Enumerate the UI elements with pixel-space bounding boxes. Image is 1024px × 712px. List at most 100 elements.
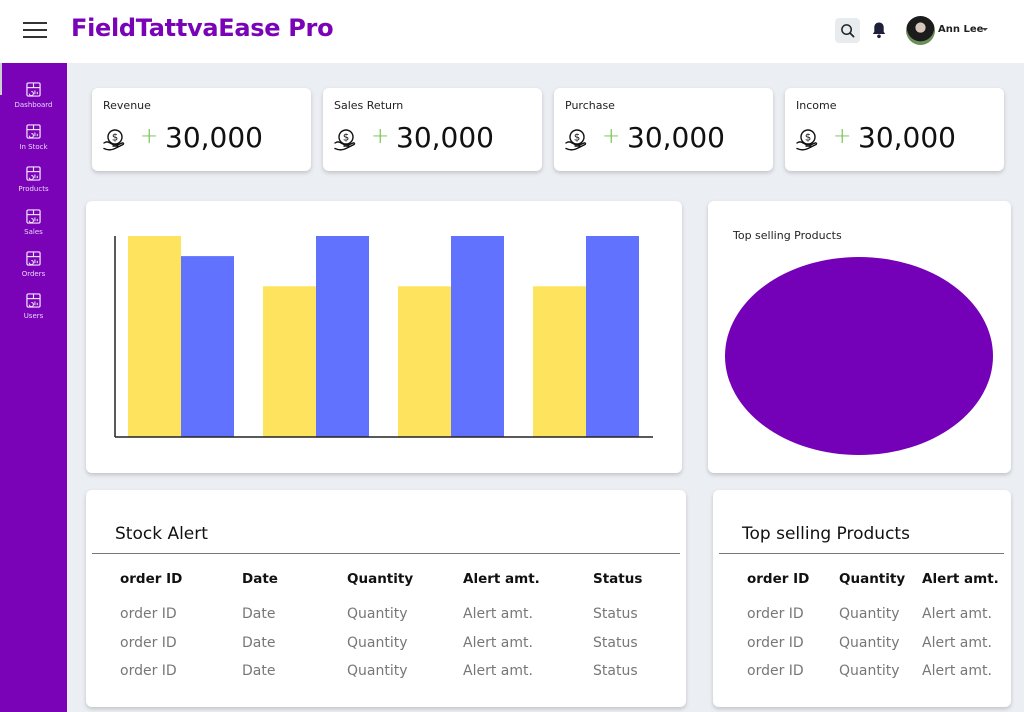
table-cell: Alert amt. (922, 663, 992, 679)
money-hand-icon: $ (796, 129, 818, 151)
stat-value: 30,000 (165, 121, 263, 154)
table-cell: order ID (747, 663, 804, 679)
column-header[interactable]: Quantity (839, 571, 906, 587)
table-cell: Alert amt. (463, 606, 533, 622)
svg-text:$: $ (574, 133, 580, 144)
table-cell: order ID (747, 634, 804, 651)
column-header[interactable]: Alert amt. (922, 571, 999, 587)
stat-sign: + (140, 124, 159, 149)
pie-chart-card: Top selling Products (708, 201, 1011, 473)
table-cell: Date (242, 634, 276, 651)
stock-alert-title: Stock Alert (115, 524, 208, 544)
sidebar-item-label: Products (18, 185, 49, 194)
table-cell: Status (593, 634, 638, 651)
sidebar-item-orders[interactable]: Orders (0, 251, 67, 291)
table-cell: Alert amt. (463, 634, 533, 651)
svg-text:$: $ (343, 133, 349, 144)
dashboard-chart-icon (26, 251, 41, 266)
table-cell: Alert amt. (463, 663, 533, 679)
table-cell: Status (593, 606, 638, 622)
sidebar-item-label: In Stock (19, 143, 48, 152)
table-cell: Quantity (839, 663, 900, 679)
app-title: FieldTattvaEase Pro (71, 14, 334, 42)
stat-card-sales-return: Sales Return $ +30,000 (323, 88, 542, 171)
table-cell: Quantity (347, 663, 408, 679)
sidebar-item-sales[interactable]: Sales (0, 208, 67, 249)
table-cell: Alert amt. (922, 606, 992, 622)
sidebar-item-dashboard[interactable]: Dashboard (0, 82, 67, 122)
column-header[interactable]: order ID (120, 571, 183, 587)
stat-title: Income (796, 99, 837, 112)
dashboard-chart-icon (26, 82, 41, 97)
dashboard-chart-icon (26, 124, 41, 139)
caret-down-icon[interactable] (982, 28, 988, 31)
column-header[interactable]: order ID (747, 571, 810, 587)
bar-chart (114, 236, 653, 438)
stat-value: 30,000 (396, 121, 494, 154)
bar-chart-card (86, 201, 682, 473)
stat-sign: + (371, 124, 390, 149)
user-name[interactable]: Ann Lee (938, 24, 984, 35)
stat-title: Purchase (565, 99, 615, 112)
avatar[interactable] (906, 16, 935, 45)
pie-chart-title: Top selling Products (733, 229, 842, 242)
table-cell: Quantity (839, 634, 900, 651)
stock-alert-card: Stock Alert order ID Date Quantity Alert am… (86, 490, 686, 707)
hamburger-menu-icon[interactable] (23, 21, 47, 39)
stat-card-income: Income $ +30,000 (785, 88, 1004, 171)
bar-2-1 (181, 256, 234, 437)
pie-chart (725, 257, 993, 455)
money-hand-icon: $ (565, 129, 587, 151)
stat-value: 30,000 (627, 121, 725, 154)
sidebar-item-label: Dashboard (14, 101, 53, 109)
divider (92, 553, 680, 554)
bell-icon[interactable] (871, 21, 887, 39)
table-cell: Quantity (839, 606, 900, 622)
stat-title: Sales Return (334, 99, 404, 112)
svg-text:$: $ (112, 133, 118, 144)
column-header[interactable]: Quantity (347, 571, 414, 587)
sidebar-item-products[interactable]: Products (0, 166, 67, 206)
dashboard-chart-icon (26, 293, 41, 308)
table-cell: order ID (747, 606, 804, 622)
table-cell: Quantity (347, 634, 408, 651)
column-header[interactable]: Alert amt. (463, 571, 540, 587)
bar-1-4 (533, 286, 586, 437)
sidebar-active-indicator (0, 63, 2, 95)
search-icon (841, 24, 855, 38)
table-cell: Quantity (347, 606, 408, 622)
dashboard-chart-icon (26, 166, 41, 182)
bar-1-2 (263, 286, 316, 437)
stat-sign: + (602, 124, 621, 149)
svg-text:$: $ (805, 133, 811, 144)
money-hand-icon: $ (103, 129, 125, 151)
stat-title: Revenue (103, 99, 151, 112)
table-cell: Date (242, 606, 276, 622)
money-hand-icon: $ (334, 129, 356, 151)
sidebar-item-label: Sales (24, 227, 43, 236)
table-cell: order ID (120, 634, 177, 651)
table-cell: Status (593, 663, 638, 679)
stat-sign: + (833, 124, 852, 149)
top-selling-card: Top selling Products order ID Quantity Ale… (713, 490, 1011, 707)
table-cell: Date (242, 663, 276, 679)
table-cell: order ID (120, 606, 177, 622)
table-cell: order ID (120, 663, 177, 679)
stat-card-revenue: Revenue $ +30,000 (92, 88, 311, 171)
column-header[interactable]: Date (242, 571, 278, 587)
dashboard-chart-icon (26, 208, 41, 224)
search-button[interactable] (835, 18, 860, 43)
table-cell: Alert amt. (922, 634, 992, 651)
divider (719, 553, 1004, 554)
top-selling-title: Top selling Products (742, 524, 910, 544)
bar-1-3 (398, 286, 451, 437)
sidebar-item-users[interactable]: Users (0, 293, 67, 333)
stat-value: 30,000 (858, 121, 956, 154)
sidebar-item-label: Orders (21, 269, 46, 278)
sidebar-item-in-stock[interactable]: In Stock (0, 124, 67, 164)
bar-2-2 (316, 236, 369, 437)
stat-card-purchase: Purchase $ +30,000 (554, 88, 773, 171)
column-header[interactable]: Status (593, 571, 643, 587)
bar-2-4 (586, 236, 639, 437)
sidebar-item-label: Users (23, 312, 44, 320)
